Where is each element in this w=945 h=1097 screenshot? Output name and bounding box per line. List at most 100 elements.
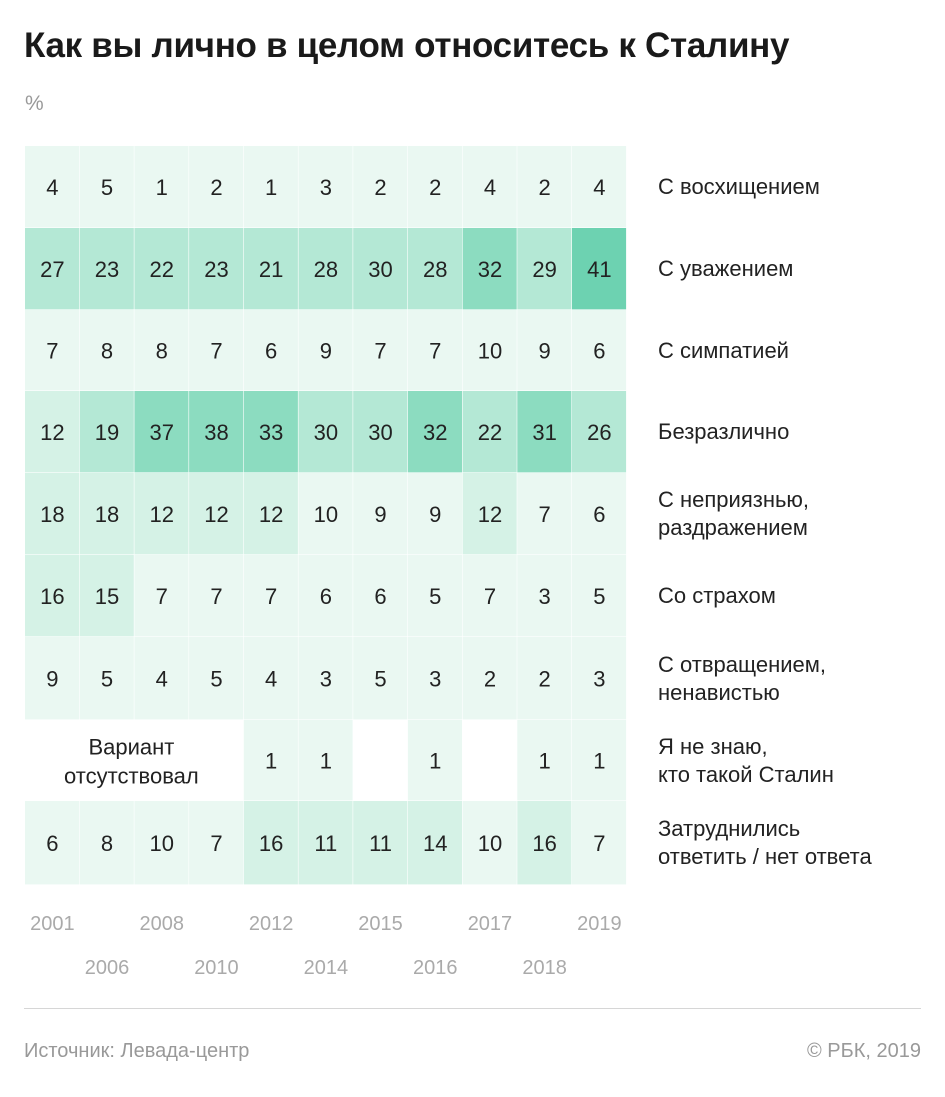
cell-value: 41	[587, 257, 611, 282]
heatmap-cell	[353, 228, 408, 310]
cell-value: 4	[156, 667, 168, 692]
cell-value: 9	[429, 502, 441, 527]
heatmap-cell	[407, 228, 462, 310]
cell-value: 32	[478, 257, 502, 282]
heatmap-cell	[298, 555, 353, 637]
heatmap-cell	[79, 391, 134, 473]
cell-value: 16	[259, 831, 283, 856]
cell-value: 7	[210, 339, 222, 364]
heatmap-cell	[462, 391, 517, 473]
cell-value: 7	[374, 339, 386, 364]
row-label: С неприязнью, раздражением	[658, 486, 943, 542]
heatmap-cell	[25, 310, 80, 391]
year-label: 2015	[358, 913, 403, 935]
cell-value: 12	[40, 420, 64, 445]
year-label: 2016	[413, 957, 458, 979]
heatmap-cell	[572, 555, 627, 637]
heatmap-cell	[353, 555, 408, 637]
heatmap-cell	[134, 473, 189, 555]
cell-value: 5	[101, 175, 113, 200]
heatmap-cell	[243, 473, 298, 555]
heatmap-cell	[572, 473, 627, 555]
cell-value: 2	[210, 175, 222, 200]
heatmap-cell	[517, 146, 572, 228]
cell-value: 3	[539, 584, 551, 609]
year-label: 2010	[194, 957, 239, 979]
cell-value: 18	[40, 502, 64, 527]
cell-value: 6	[593, 339, 605, 364]
cell-value: 12	[478, 502, 502, 527]
row-label: Я не знаю, кто такой Сталин	[658, 733, 943, 789]
heatmap-cell	[243, 555, 298, 637]
heatmap-cell	[407, 801, 462, 885]
heatmap-cell	[407, 720, 462, 801]
heatmap-cell	[407, 473, 462, 555]
cell-value: 9	[320, 339, 332, 364]
cell-value: 1	[320, 749, 332, 774]
cell-value: 6	[320, 584, 332, 609]
cell-value: 19	[95, 420, 119, 445]
cell-value: 10	[314, 502, 338, 527]
cell-value: 7	[484, 584, 496, 609]
heatmap-cell	[462, 637, 517, 720]
heatmap-cell	[134, 310, 189, 391]
heatmap-cell	[189, 801, 244, 885]
heatmap-cell	[353, 637, 408, 720]
cell-value: 2	[484, 667, 496, 692]
cell-value: 29	[532, 257, 556, 282]
heatmap-cell	[572, 801, 627, 885]
cell-value: 11	[314, 831, 337, 856]
heatmap-cell	[134, 391, 189, 473]
heatmap-cell	[572, 310, 627, 391]
cell-value: 11	[369, 831, 392, 856]
cell-value: 23	[204, 257, 228, 282]
cell-value: 21	[259, 257, 283, 282]
cell-value: 31	[532, 420, 556, 445]
year-label: 2012	[248, 913, 294, 935]
cell-value: 30	[368, 420, 392, 445]
cell-value: 4	[484, 175, 496, 200]
year-label: 2001	[30, 913, 75, 935]
cell-value: 9	[46, 667, 58, 692]
row-label-line: Я не знаю,	[658, 733, 768, 759]
cell-value: 10	[478, 831, 502, 856]
cell-value: 4	[265, 667, 277, 692]
row-label-line: С симпатией	[658, 337, 789, 363]
cell-value: 2	[374, 175, 386, 200]
heatmap-cell	[517, 555, 572, 637]
row-label: С уважением	[658, 255, 943, 283]
cell-value: 37	[150, 420, 174, 445]
heatmap-cell	[243, 720, 298, 801]
heatmap-cell	[462, 473, 517, 555]
cell-value: 5	[429, 584, 441, 609]
cell-value: 16	[532, 831, 556, 856]
cell-value: 9	[539, 339, 551, 364]
cell-value: 15	[95, 584, 119, 609]
heatmap-cell	[298, 473, 353, 555]
cell-value: 7	[429, 339, 441, 364]
heatmap-cell	[572, 391, 627, 473]
heatmap-cell	[25, 637, 80, 720]
heatmap-cell	[79, 473, 134, 555]
year-label: 2017	[467, 913, 513, 935]
heatmap-cell	[462, 555, 517, 637]
row-label-line: С отвращением,	[658, 651, 826, 677]
cell-value: 3	[320, 175, 332, 200]
row-label: С симпатией	[658, 337, 943, 365]
year-label: 2019	[577, 913, 622, 935]
heatmap-cell	[517, 473, 572, 555]
heatmap-cell	[517, 637, 572, 720]
heatmap-cell	[25, 801, 80, 885]
heatmap-cell	[353, 310, 408, 391]
cell-value: 27	[40, 257, 64, 282]
row-label-line: Затруднились	[658, 816, 801, 841]
row-label: Затруднились ответить / нет ответа	[658, 815, 943, 871]
cell-value: 18	[95, 502, 119, 527]
year-label: 2006	[84, 957, 130, 979]
cell-value: 6	[593, 502, 605, 527]
heatmap-cell	[572, 637, 627, 720]
heatmap-cell	[79, 310, 134, 391]
heatmap-cell	[298, 637, 353, 720]
copyright: © РБК, 2019	[806, 1040, 921, 1062]
heatmap-cell	[407, 310, 462, 391]
